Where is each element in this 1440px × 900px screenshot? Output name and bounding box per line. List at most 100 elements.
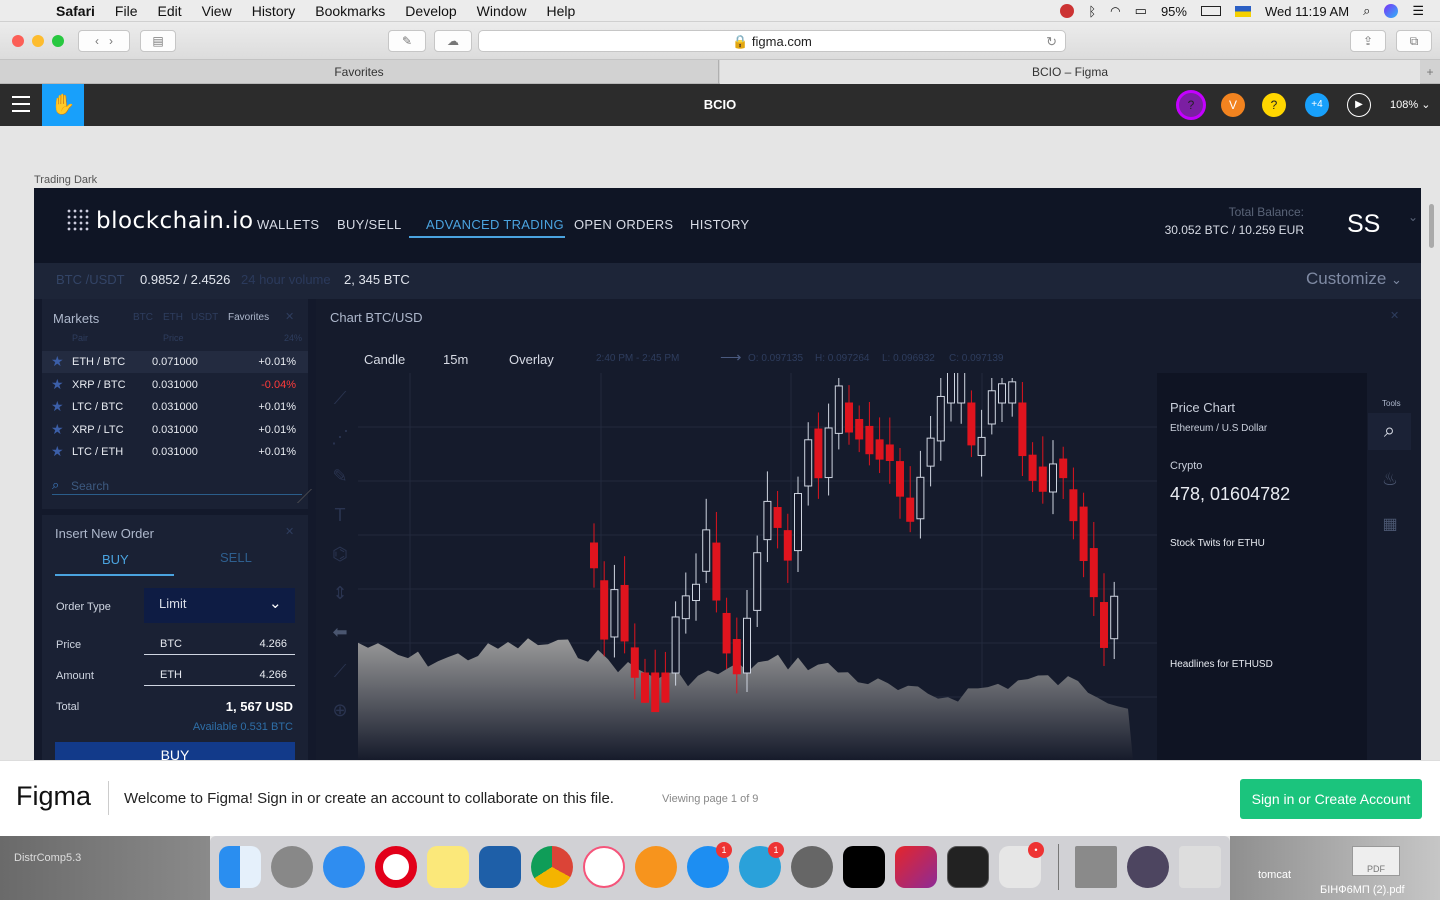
avatar[interactable]: V [1221,93,1245,117]
star-icon[interactable]: ★ [51,375,64,392]
menu-app[interactable]: Safari [56,2,95,19]
chart-type-candle[interactable]: Candle [364,352,406,367]
fib-tool-icon[interactable]: ⋰ [331,427,349,447]
calendar-icon[interactable]: ▦ [1382,516,1398,533]
flag-icon[interactable] [1234,5,1251,17]
chart-overlay[interactable]: Overlay [509,352,554,367]
menu-window[interactable]: Window [476,2,527,19]
share-icon[interactable]: ⇪ [1350,30,1386,52]
close-icon[interactable]: ✕ [285,526,295,538]
battery-level[interactable]: 95% [1160,3,1187,19]
star-icon[interactable]: ★ [51,443,64,459]
market-row[interactable]: ★ ETH / BTC 0.071000 +0.01% [42,351,308,373]
zoom-window-icon[interactable] [52,35,64,47]
back-forward-buttons[interactable]: ‹ › [78,30,130,52]
nav-buy-sell[interactable]: BUY/SELL [337,217,402,232]
alfred-icon[interactable] [1127,846,1169,888]
battery-icon[interactable] [1200,6,1221,16]
sign-in-button[interactable]: Sign in or Create Account [1240,779,1422,819]
market-row[interactable]: ★ LTC / ETH 0.031000 +0.01% [42,441,308,463]
menu-develop[interactable]: Develop [405,2,457,19]
market-row[interactable]: ★ LTC / BTC 0.031000 +0.01% [42,396,308,418]
itunes-icon[interactable] [583,846,625,888]
menu-bookmarks[interactable]: Bookmarks [315,2,386,19]
notification-center-icon[interactable]: ☰ [1412,3,1424,18]
sidebar-icon[interactable]: ▤ [140,30,176,52]
flame-icon[interactable]: ♨ [1381,469,1399,489]
menu-file[interactable]: File [114,2,138,19]
user-menu-chevron-icon[interactable]: ⌄ [1408,210,1419,224]
more-users-badge[interactable]: +4 [1305,93,1329,117]
wifi-icon[interactable]: ◠ [1110,4,1121,18]
menu-help[interactable]: Help [546,2,576,19]
user-photo-icon[interactable] [1075,846,1117,888]
zoom-tool-icon[interactable]: ⊕ [332,700,348,720]
text-tool-icon[interactable]: T [334,505,346,525]
close-window-icon[interactable] [12,35,24,47]
ruler-tool-icon[interactable]: ⟋ [333,661,347,681]
reload-icon[interactable]: ↻ [1046,34,1057,49]
trash-icon[interactable] [1179,846,1221,888]
search-icon[interactable]: ⌕ [1368,413,1411,450]
present-icon[interactable]: ▶ [1347,93,1371,117]
airplay-icon[interactable]: ▭ [1134,3,1147,18]
hamburger-menu-icon[interactable] [12,96,30,112]
tab-favorites[interactable]: Favorites [0,60,719,84]
markets-tab-btc[interactable]: BTC [133,312,153,323]
zoom-level[interactable]: 108% ⌄ [1390,99,1431,111]
launchpad-icon[interactable] [271,846,313,888]
notification-icon[interactable] [1060,4,1075,18]
price-input[interactable]: BTC 4.266 [144,629,295,655]
pattern-tool-icon[interactable]: ⌬ [332,544,348,564]
tab-buy[interactable]: BUY [102,552,129,567]
menu-view[interactable]: View [201,2,232,19]
ibooks-icon[interactable] [635,846,677,888]
rubymine-icon[interactable] [895,846,937,888]
star-icon[interactable]: ★ [51,398,64,414]
trendline-tool-icon[interactable]: ⟋ [333,388,347,408]
buy-button[interactable]: BUY [55,742,295,760]
minimize-window-icon[interactable] [32,35,44,47]
markets-tab-usdt[interactable]: USDT [191,312,219,323]
back-arrow-icon[interactable]: ⬅ [332,622,348,642]
chart-interval[interactable]: 15m [443,352,469,367]
new-tab-icon[interactable]: + [1426,65,1434,79]
menu-edit[interactable]: Edit [157,2,182,19]
star-icon[interactable]: ★ [51,353,64,369]
markets-tab-eth[interactable]: ETH [163,312,183,323]
avatar[interactable]: ? [1176,90,1206,120]
siri-icon[interactable] [1384,4,1399,18]
close-icon[interactable]: ✕ [1390,310,1400,322]
safari-icon[interactable] [323,846,365,888]
clock[interactable]: Wed 11:19 AM [1264,3,1350,19]
desktop-item-pdf[interactable]: БІНФ6МП (2).pdf [1320,884,1405,896]
pair-label[interactable]: BTC /USDT [56,272,125,287]
market-row[interactable]: ★ XRP / BTC 0.031000 -0.04% [42,374,308,396]
avatar[interactable]: ? [1262,93,1286,117]
headlines-link[interactable]: Headlines for ETHUSD [1170,659,1273,670]
nav-advanced-trading[interactable]: ADVANCED TRADING [426,217,564,232]
stock-twits-link[interactable]: Stock Twits for ETHU [1170,538,1265,549]
order-type-select[interactable]: Limit ⌄ [144,588,295,623]
candlestick-chart[interactable] [358,373,1158,760]
opera-icon[interactable] [375,846,417,888]
notes-app-icon[interactable] [427,846,469,888]
nav-wallets[interactable]: WALLETS [257,217,320,232]
system-preferences-icon[interactable] [791,846,833,888]
hand-tool-icon[interactable]: ✋ [42,84,84,126]
chrome-icon[interactable] [531,846,573,888]
amount-input[interactable]: ETH 4.266 [144,660,295,686]
menu-history[interactable]: History [251,2,296,19]
brush-tool-icon[interactable]: ✎ [332,466,348,486]
search-input[interactable]: ⌕ Search [52,475,302,495]
user-initials[interactable]: SS [1347,210,1381,238]
tab-figma[interactable]: BCIO – Figma [720,60,1420,84]
cloud-icon[interactable]: ☁ [434,30,472,52]
terminal-icon[interactable] [947,846,989,888]
intellij-icon[interactable] [843,846,885,888]
desktop-item-tomcat[interactable]: tomcat [1258,869,1292,881]
tabs-overview-icon[interactable]: ⧉ [1396,30,1432,52]
nav-history[interactable]: HISTORY [690,217,750,232]
bluetooth-icon[interactable]: ᛒ [1088,3,1097,19]
nav-open-orders[interactable]: OPEN ORDERS [574,217,674,232]
